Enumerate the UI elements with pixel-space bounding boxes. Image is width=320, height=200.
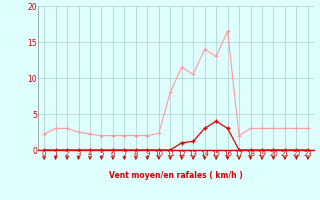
X-axis label: Vent moyen/en rafales ( km/h ): Vent moyen/en rafales ( km/h ) xyxy=(109,171,243,180)
